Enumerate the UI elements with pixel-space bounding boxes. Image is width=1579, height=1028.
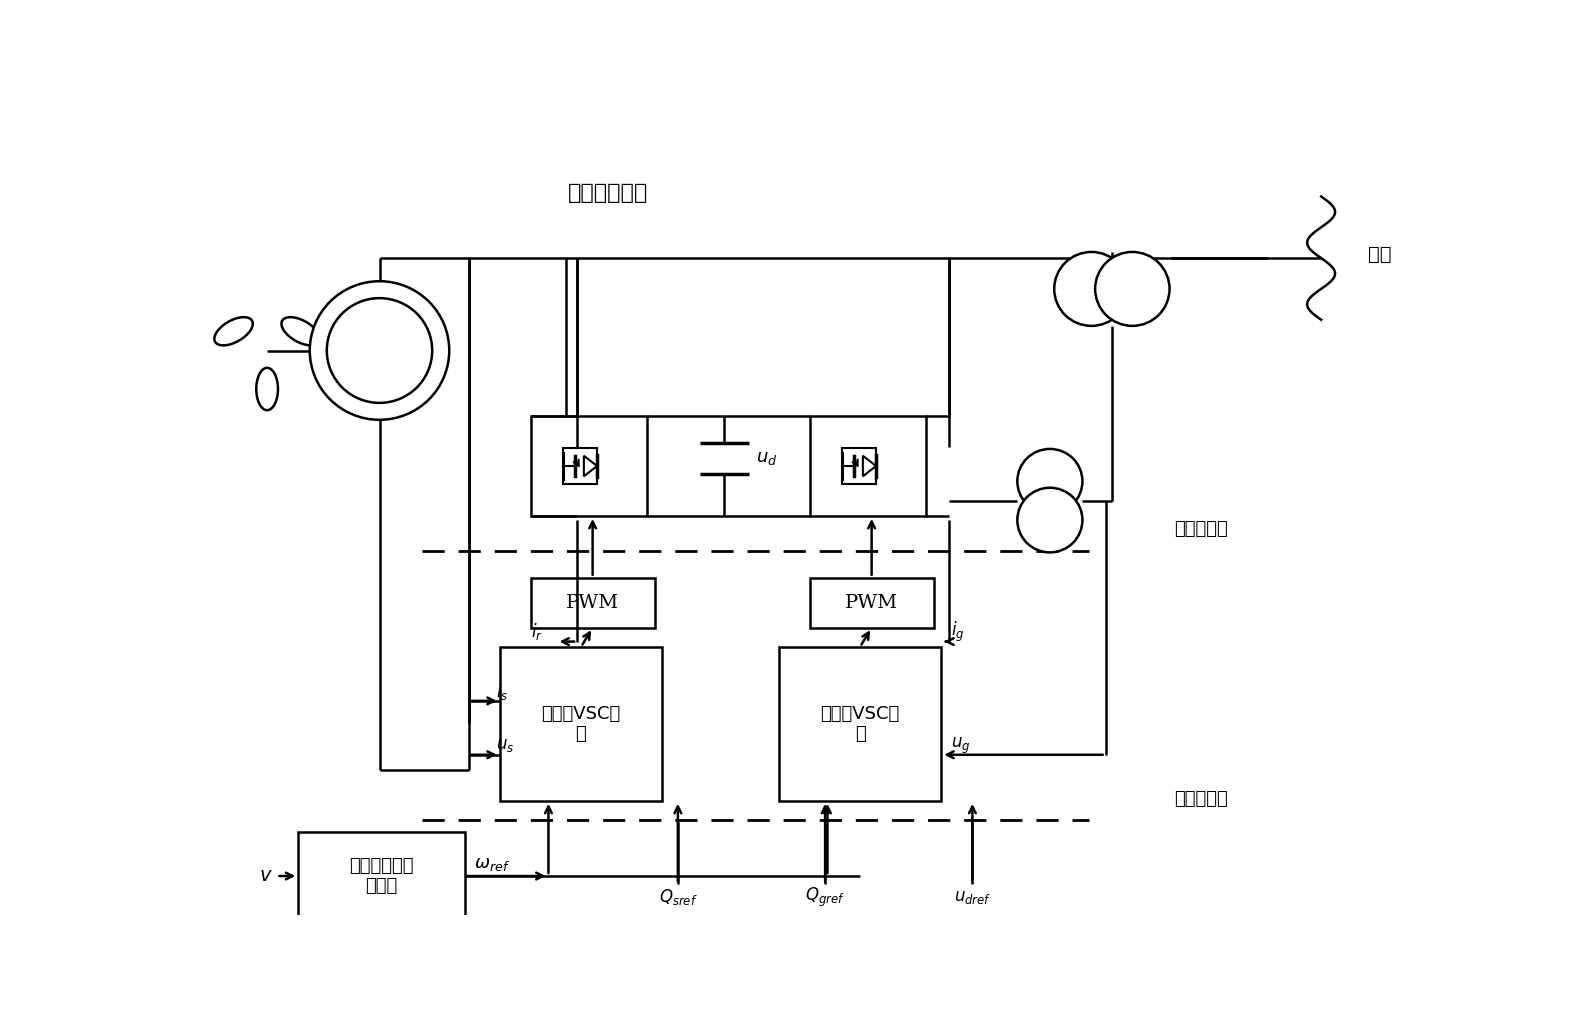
Bar bbox=[778, 647, 941, 801]
Text: 第一层控制: 第一层控制 bbox=[1173, 790, 1227, 808]
Bar bbox=[531, 578, 655, 628]
Text: $Q_{gref}$: $Q_{gref}$ bbox=[805, 885, 845, 909]
Bar bbox=[298, 832, 464, 920]
Text: $\omega_{ref}$: $\omega_{ref}$ bbox=[474, 855, 510, 874]
Text: $v$: $v$ bbox=[259, 867, 273, 885]
Bar bbox=[810, 578, 933, 628]
Text: 系统: 系统 bbox=[1367, 245, 1391, 264]
Ellipse shape bbox=[215, 318, 253, 345]
Text: DFIG: DFIG bbox=[347, 339, 412, 362]
Circle shape bbox=[1017, 449, 1083, 514]
Polygon shape bbox=[584, 455, 597, 476]
Circle shape bbox=[1096, 252, 1170, 326]
Bar bbox=[531, 416, 647, 516]
Bar bbox=[499, 647, 662, 801]
Text: $i_s$: $i_s$ bbox=[496, 682, 508, 702]
Text: $i_r$: $i_r$ bbox=[531, 621, 543, 642]
Text: 第二层控制: 第二层控制 bbox=[1173, 520, 1227, 538]
Text: $u_d$: $u_d$ bbox=[756, 449, 778, 468]
Text: $i_g$: $i_g$ bbox=[951, 620, 965, 644]
Text: 转子侧VSC控
制: 转子侧VSC控 制 bbox=[542, 704, 621, 743]
Text: 最优风功率跟
踪控制: 最优风功率跟 踪控制 bbox=[349, 856, 414, 895]
Text: 定子侧VSC控
制: 定子侧VSC控 制 bbox=[821, 704, 900, 743]
Text: $u_s$: $u_s$ bbox=[496, 737, 515, 754]
Text: $u_g$: $u_g$ bbox=[951, 735, 970, 756]
Text: PWM: PWM bbox=[565, 594, 619, 612]
Circle shape bbox=[327, 298, 433, 403]
Ellipse shape bbox=[281, 318, 321, 345]
Circle shape bbox=[1055, 252, 1129, 326]
Text: $Q_{sref}$: $Q_{sref}$ bbox=[658, 887, 698, 908]
Bar bbox=[810, 416, 925, 516]
Text: 双馈风电机组: 双馈风电机组 bbox=[568, 183, 649, 203]
Ellipse shape bbox=[256, 368, 278, 410]
Text: PWM: PWM bbox=[845, 594, 898, 612]
Circle shape bbox=[309, 282, 450, 419]
Circle shape bbox=[1017, 487, 1083, 552]
Text: $u_{dref}$: $u_{dref}$ bbox=[954, 889, 992, 906]
Polygon shape bbox=[862, 455, 876, 476]
